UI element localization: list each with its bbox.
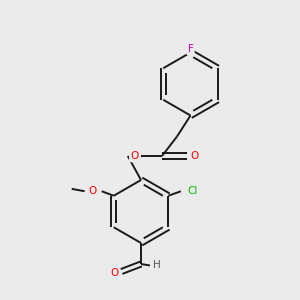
Text: O: O <box>111 268 119 278</box>
Text: O: O <box>191 151 199 161</box>
Text: O: O <box>130 151 139 161</box>
Text: O: O <box>88 186 97 196</box>
Text: F: F <box>188 44 194 54</box>
Text: H: H <box>153 260 160 271</box>
Text: Cl: Cl <box>187 186 197 196</box>
